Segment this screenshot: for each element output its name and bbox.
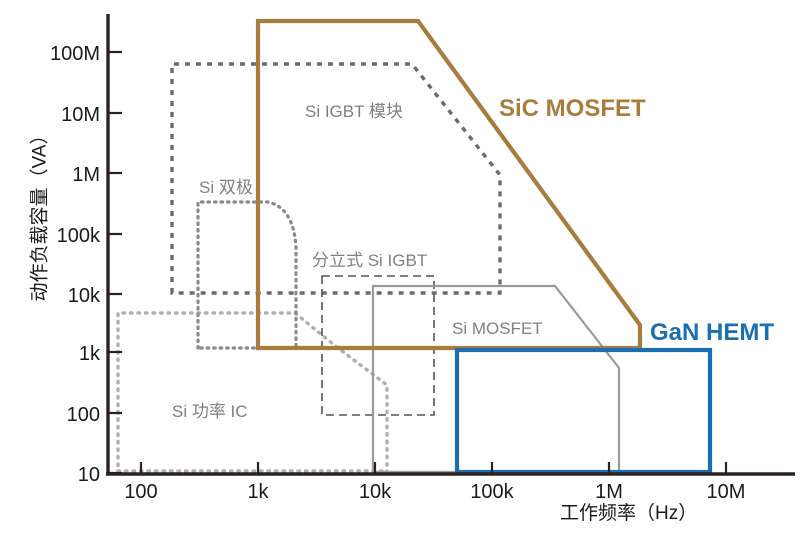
- x-axis-title: 工作频率（Hz）: [560, 503, 698, 524]
- y-tick-label-100m: 100M: [50, 43, 100, 65]
- callout-label-sic-mosfet: SiC MOSFET: [499, 95, 646, 122]
- region-si-mosfet-outline: [371, 284, 621, 474]
- x-axis-ticks: [139, 462, 728, 474]
- region-label-si-igbt-module: Si IGBT 模块: [305, 102, 403, 121]
- y-tick-label-1k: 1k: [79, 343, 101, 365]
- x-tick-label-100: 100: [124, 481, 157, 503]
- region-gan-hemt-outline: [454, 347, 713, 475]
- y-tick-label-100k: 100k: [57, 225, 101, 247]
- region-si-power-ic-outline: [116, 311, 389, 475]
- y-tick-label-10m: 10M: [61, 104, 100, 126]
- x-tick-label-100k: 100k: [470, 481, 514, 503]
- x-tick-label-10m: 10M: [707, 481, 746, 503]
- x-tick-label-1m: 1M: [595, 481, 623, 503]
- y-tick-label-10k: 10k: [68, 285, 101, 307]
- y-axis-title: 动作负载容量（VA）: [29, 125, 51, 302]
- x-tick-label-10k: 10k: [359, 481, 392, 503]
- region-discrete-si-igbt-outline: [321, 275, 435, 416]
- region-label-discrete-si-igbt: 分立式 Si IGBT: [312, 251, 427, 270]
- region-label-si-bipolar: Si 双极: [199, 178, 253, 197]
- y-tick-label-10: 10: [78, 464, 100, 486]
- region-label-si-power-ic: Si 功率 IC: [172, 402, 248, 421]
- callout-label-gan-hemt: GaN HEMT: [650, 319, 774, 346]
- region-si-igbt-module-outline: [170, 62, 502, 295]
- x-tick-label-1k: 1k: [247, 481, 269, 503]
- y-tick-label-100: 100: [67, 404, 100, 426]
- y-tick-label-1m: 1M: [72, 164, 100, 186]
- region-label-si-mosfet: Si MOSFET: [452, 319, 543, 338]
- region-sic-mosfet-outline: [255, 18, 643, 351]
- y-axis-ticks: [108, 50, 122, 475]
- region-si-bipolar-outline: [196, 200, 298, 350]
